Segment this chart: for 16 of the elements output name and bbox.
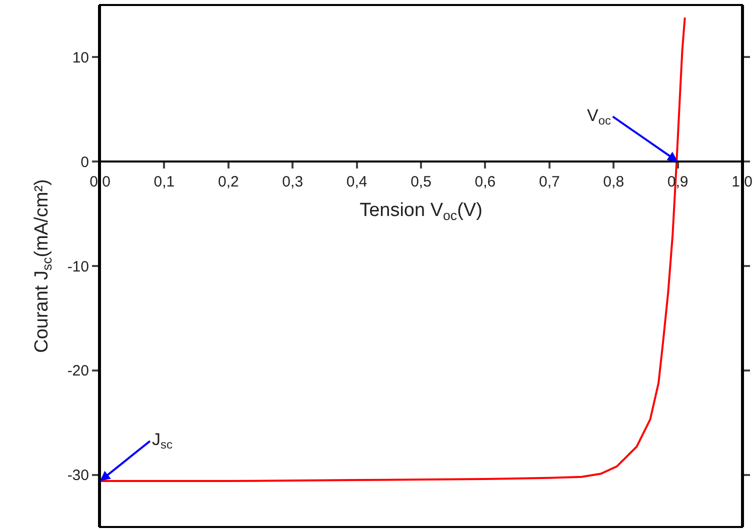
annotation: V$_{oc}$	[587, 106, 611, 128]
x-tick-label: 0,5	[410, 174, 432, 191]
y-tick-label: -30	[67, 467, 89, 484]
x-tick-label: 0,4	[346, 174, 368, 191]
x-tick-label: 0,6	[474, 174, 496, 191]
y-tick-label: 10	[72, 49, 89, 66]
x-tick-label: 0,2	[218, 174, 239, 191]
y-tick-label: -20	[67, 362, 89, 380]
x-tick-label: 0,3	[282, 174, 304, 191]
x-axis-title: Tension V$_{oc}$(V)	[360, 200, 482, 223]
x-tick-label: 0,1	[154, 174, 175, 191]
y-tick-label: 0	[80, 154, 89, 171]
y-tick-label: -10	[67, 258, 89, 276]
annotation: J$_{sc}$	[152, 430, 172, 452]
x-tick-label: 0,7	[538, 174, 560, 191]
x-tick-label: 0,8	[603, 174, 624, 191]
